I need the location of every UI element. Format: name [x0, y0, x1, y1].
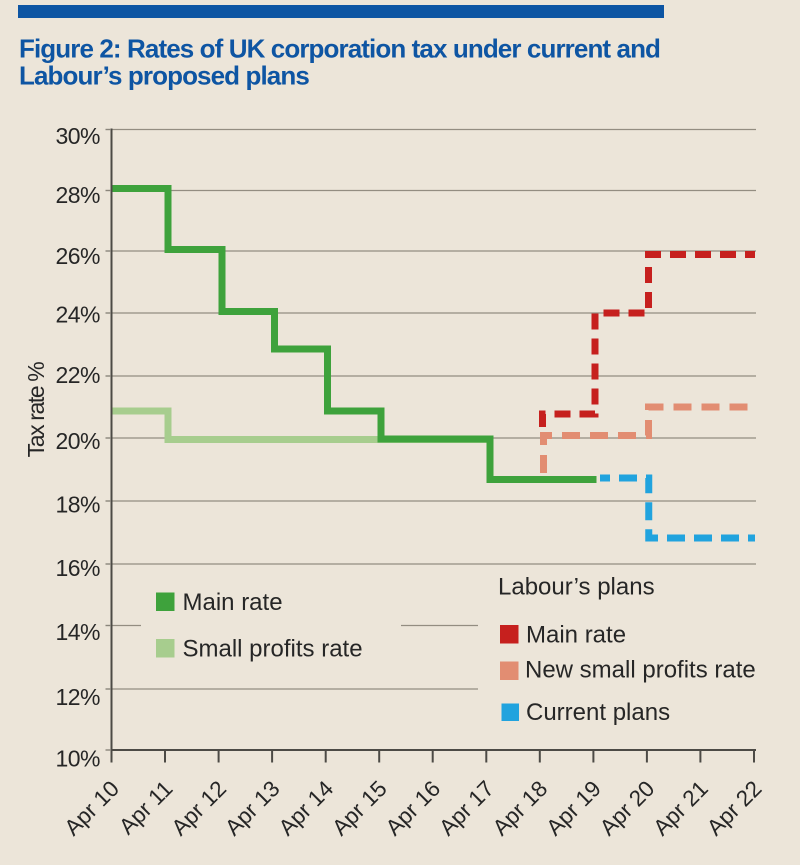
svg-text:30%: 30% [55, 123, 100, 149]
svg-text:Labour’s plans: Labour’s plans [498, 574, 655, 601]
svg-text:26%: 26% [55, 243, 100, 269]
svg-text:10%: 10% [55, 746, 100, 772]
svg-text:28%: 28% [55, 182, 100, 208]
svg-text:22%: 22% [55, 362, 100, 388]
svg-text:Apr 18: Apr 18 [488, 776, 553, 841]
svg-text:New small profits rate: New small profits rate [525, 657, 756, 684]
svg-text:Main rate: Main rate [526, 622, 626, 649]
svg-text:Figure 2: Rates of UK corporat: Figure 2: Rates of UK corporation tax un… [19, 34, 660, 64]
svg-text:Apr 22: Apr 22 [702, 776, 767, 841]
svg-text:Apr 21: Apr 21 [648, 776, 713, 841]
svg-text:Apr 11: Apr 11 [114, 776, 177, 839]
svg-text:Apr 14: Apr 14 [274, 776, 339, 841]
svg-text:Apr 12: Apr 12 [167, 776, 232, 841]
svg-text:Apr 20: Apr 20 [595, 776, 660, 841]
svg-text:Apr 10: Apr 10 [59, 776, 124, 841]
svg-text:Apr 17: Apr 17 [434, 776, 499, 841]
svg-text:Apr 13: Apr 13 [220, 776, 285, 841]
svg-text:Apr 19: Apr 19 [541, 776, 606, 841]
svg-text:12%: 12% [55, 684, 100, 710]
svg-text:Labour’s proposed plans: Labour’s proposed plans [19, 61, 309, 91]
svg-text:Current plans: Current plans [526, 699, 670, 726]
svg-text:18%: 18% [55, 492, 100, 518]
svg-text:Small profits rate: Small profits rate [183, 636, 363, 663]
svg-text:14%: 14% [55, 619, 100, 645]
svg-text:Apr 15: Apr 15 [327, 776, 392, 841]
svg-text:24%: 24% [55, 302, 100, 328]
svg-text:Apr 16: Apr 16 [381, 776, 446, 841]
svg-text:Tax rate %: Tax rate % [23, 362, 49, 458]
svg-text:Main rate: Main rate [183, 589, 283, 616]
svg-text:20%: 20% [55, 428, 100, 454]
svg-text:16%: 16% [55, 555, 100, 581]
